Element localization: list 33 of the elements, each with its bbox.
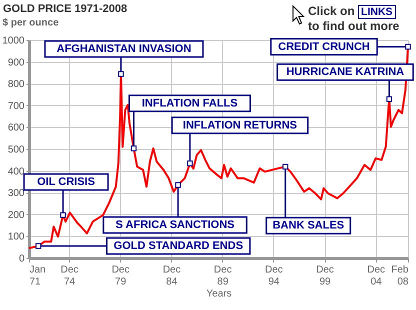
y-tick-label: 500 [8, 144, 25, 156]
y-tick-label: 700 [8, 100, 25, 112]
x-tick-label: Dec 99 [316, 264, 334, 288]
annotation: OIL CRISIS [37, 176, 95, 188]
y-tick-label: 1000 [2, 36, 25, 46]
annotation: BANK SALES [272, 220, 344, 232]
x-tick-label: Feb 08 [391, 264, 409, 288]
x-tick-label: Dec 04 [367, 264, 386, 288]
x-tick-label: Dec 89 [214, 264, 232, 288]
x-axis-title: Years [206, 288, 232, 300]
y-tick-label: 600 [8, 122, 25, 134]
x-tick-label: Dec 79 [112, 264, 130, 288]
y-tick-label: 900 [8, 57, 25, 68]
x-tick-label: Dec 94 [265, 264, 283, 288]
y-axis-title: $ per ounce [2, 18, 60, 28]
x-tick-label: Dec 84 [162, 264, 181, 288]
y-tick-label: 300 [8, 188, 25, 200]
annotation: INFLATION RETURNS [182, 119, 297, 132]
annotation: GOLD STANDARD ENDS [114, 240, 244, 252]
y-tick-label: 200 [8, 210, 25, 221]
x-tick-label: Dec 74 [60, 264, 78, 288]
chart-title: GOLD PRICE 1971-2008 [3, 3, 128, 15]
annotation: HURRICANE KATRINA [286, 66, 404, 78]
y-tick-label: 0 [18, 254, 25, 264]
annotation: AFGHANISTAN INVASION [56, 43, 192, 56]
text: Click on LINKS to find out more [308, 4, 400, 33]
y-tick-label: 800 [8, 79, 25, 90]
annotation: S AFRICA SANCTIONS [116, 218, 235, 231]
x-tick-label: Jan 71 [30, 264, 46, 288]
annotation: CREDIT CRUNCH [278, 40, 370, 53]
annotation: INFLATION FALLS [142, 97, 238, 110]
y-tick-label: 400 [8, 166, 25, 178]
y-tick-label: 100 [8, 232, 25, 243]
